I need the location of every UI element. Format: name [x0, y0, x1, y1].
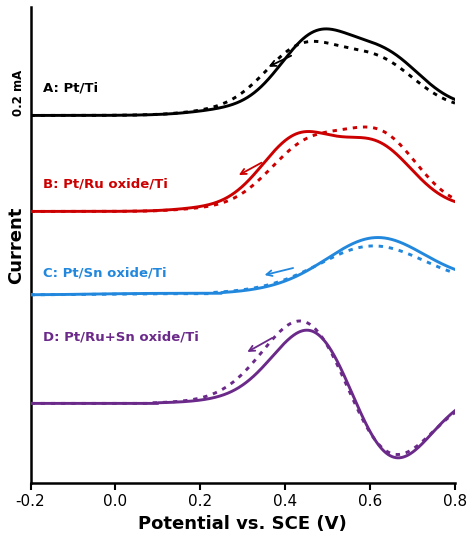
- Text: 0.2 mA: 0.2 mA: [11, 69, 25, 116]
- Text: A: Pt/Ti: A: Pt/Ti: [43, 82, 99, 94]
- Text: D: Pt/Ru+Sn oxide/Ti: D: Pt/Ru+Sn oxide/Ti: [43, 330, 199, 343]
- Text: C: Pt/Sn oxide/Ti: C: Pt/Sn oxide/Ti: [43, 267, 167, 280]
- Y-axis label: Current: Current: [7, 206, 25, 284]
- Text: B: Pt/Ru oxide/Ti: B: Pt/Ru oxide/Ti: [43, 178, 168, 191]
- X-axis label: Potential vs. SCE (V): Potential vs. SCE (V): [138, 515, 347, 533]
